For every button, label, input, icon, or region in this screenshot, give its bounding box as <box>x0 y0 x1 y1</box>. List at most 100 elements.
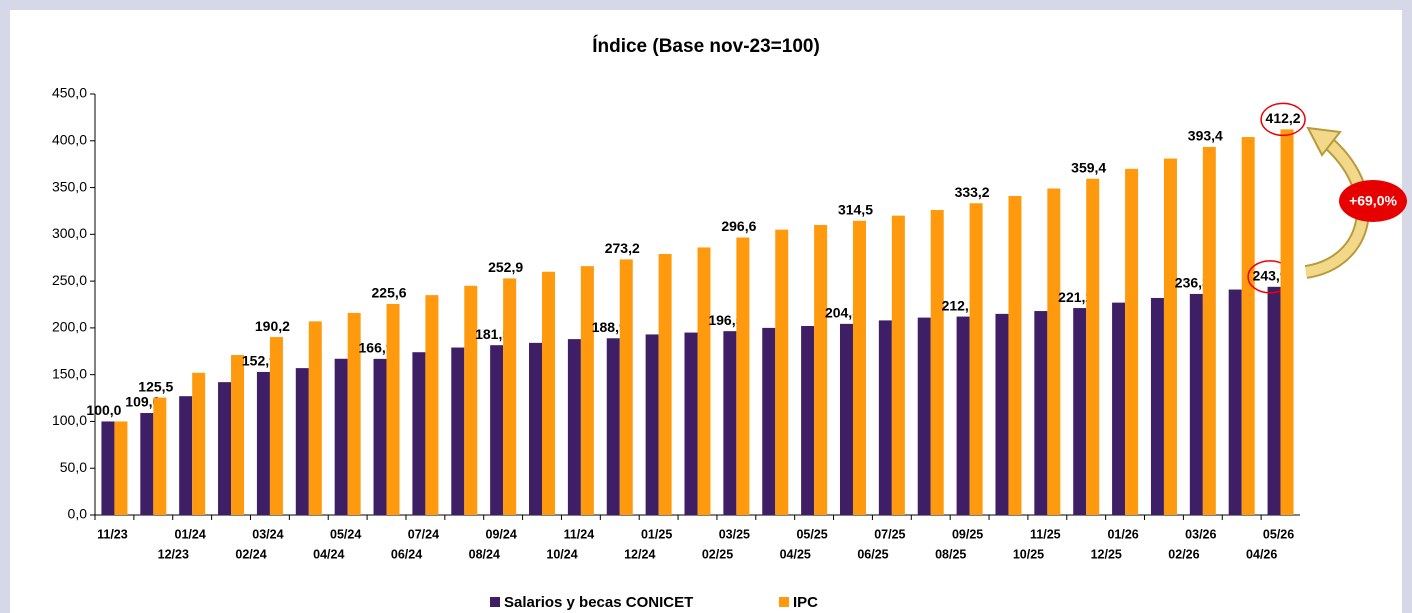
value-label: 359,4 <box>1071 159 1106 175</box>
x-tick-label: 07/25 <box>874 527 905 541</box>
value-label: 314,5 <box>838 201 873 217</box>
bar <box>386 303 400 515</box>
bar <box>852 220 866 516</box>
y-tick-label: 250,0 <box>52 272 87 288</box>
x-tick-label: 11/25 <box>1030 527 1061 541</box>
bar <box>153 397 167 515</box>
value-label: 212,1 <box>942 297 977 313</box>
highlight-circle <box>1260 102 1306 137</box>
x-tick-label: 04/25 <box>780 547 811 561</box>
bar <box>1280 129 1294 515</box>
value-label: 243,9 <box>1253 268 1288 284</box>
bar <box>425 295 439 515</box>
bar <box>723 331 737 515</box>
x-tick-label: 12/24 <box>624 547 655 561</box>
bar <box>878 320 892 515</box>
bar <box>814 224 828 515</box>
x-tick-label: 01/26 <box>1107 527 1138 541</box>
x-tick-label: 05/26 <box>1263 527 1294 541</box>
bar <box>1073 308 1087 515</box>
bar <box>697 247 711 516</box>
bar <box>567 339 581 515</box>
x-tick-label: 06/25 <box>857 547 888 561</box>
bar <box>606 338 620 515</box>
x-tick-label: 08/24 <box>469 547 500 561</box>
x-tick-label: 10/25 <box>1013 547 1044 561</box>
bar <box>736 237 750 515</box>
bar <box>891 215 905 515</box>
x-tick-label: 04/24 <box>313 547 344 561</box>
bar <box>1189 293 1203 515</box>
y-tick-label: 100,0 <box>52 412 87 428</box>
x-tick-label: 04/26 <box>1246 547 1277 561</box>
y-tick-label: 150,0 <box>52 365 87 381</box>
bar <box>334 358 348 515</box>
bar <box>930 210 944 515</box>
bar <box>839 323 853 515</box>
bar <box>114 421 128 515</box>
x-tick-label: 10/24 <box>546 547 577 561</box>
bar <box>192 372 206 515</box>
bar <box>451 347 465 515</box>
bar <box>503 278 517 515</box>
bar <box>1163 158 1177 515</box>
value-label: 181,5 <box>475 326 510 342</box>
y-tick-label: 50,0 <box>60 459 87 475</box>
bar <box>1047 188 1061 516</box>
x-tick-label: 02/24 <box>235 547 266 561</box>
bar <box>1150 297 1164 515</box>
bar <box>231 355 245 515</box>
value-label: 152,9 <box>242 353 277 369</box>
bar <box>1228 289 1242 515</box>
bar <box>542 271 556 515</box>
bar <box>140 413 154 515</box>
x-tick-label: 03/25 <box>719 527 750 541</box>
x-tick-label: 12/25 <box>1091 547 1122 561</box>
x-tick-label: 03/24 <box>252 527 283 541</box>
value-label: 221,2 <box>1058 289 1093 305</box>
bar <box>218 382 232 515</box>
bar <box>295 368 309 515</box>
value-label: 190,2 <box>255 318 290 334</box>
bar <box>580 266 594 515</box>
bar <box>1241 137 1255 515</box>
chart-title: Índice (Base nov-23=100) <box>592 35 820 57</box>
bar <box>529 342 543 515</box>
value-label: 296,6 <box>721 218 756 234</box>
legend-label: Salarios y becas CONICET <box>504 594 693 611</box>
arrow-head <box>1306 126 1342 157</box>
x-tick-label: 02/26 <box>1168 547 1199 561</box>
value-label: 333,2 <box>955 184 990 200</box>
x-tick-label: 11/24 <box>564 527 595 541</box>
bar <box>1202 146 1216 515</box>
bar <box>762 327 776 515</box>
annotation: +69,0% <box>1349 193 1397 209</box>
y-tick-label: 450,0 <box>52 85 87 101</box>
value-label: 125,5 <box>138 378 173 394</box>
value-label: 196,5 <box>708 312 743 328</box>
y-tick-label: 300,0 <box>52 225 87 241</box>
value-label: 166,9 <box>359 340 394 356</box>
y-tick-label: 0,0 <box>68 506 88 522</box>
value-label: 204,3 <box>825 305 860 321</box>
bar <box>1112 302 1126 515</box>
bar <box>658 253 672 516</box>
x-tick-label: 11/23 <box>97 527 128 541</box>
bar <box>619 259 633 515</box>
x-tick-label: 09/25 <box>952 527 983 541</box>
bar <box>801 326 815 515</box>
x-tick-label: 05/25 <box>796 527 827 541</box>
value-label: 225,6 <box>372 285 407 301</box>
x-tick-label: 05/24 <box>330 527 361 541</box>
x-tick-label: 03/26 <box>1185 527 1216 541</box>
bar <box>1267 286 1281 515</box>
x-tick-label: 01/25 <box>641 527 672 541</box>
value-label: 412,2 <box>1266 110 1301 126</box>
value-label: 252,9 <box>488 259 523 275</box>
bar <box>956 316 970 515</box>
bar <box>645 334 659 515</box>
bar <box>308 321 322 515</box>
x-tick-label: 12/23 <box>158 547 189 561</box>
value-label: 100,0 <box>86 402 121 418</box>
